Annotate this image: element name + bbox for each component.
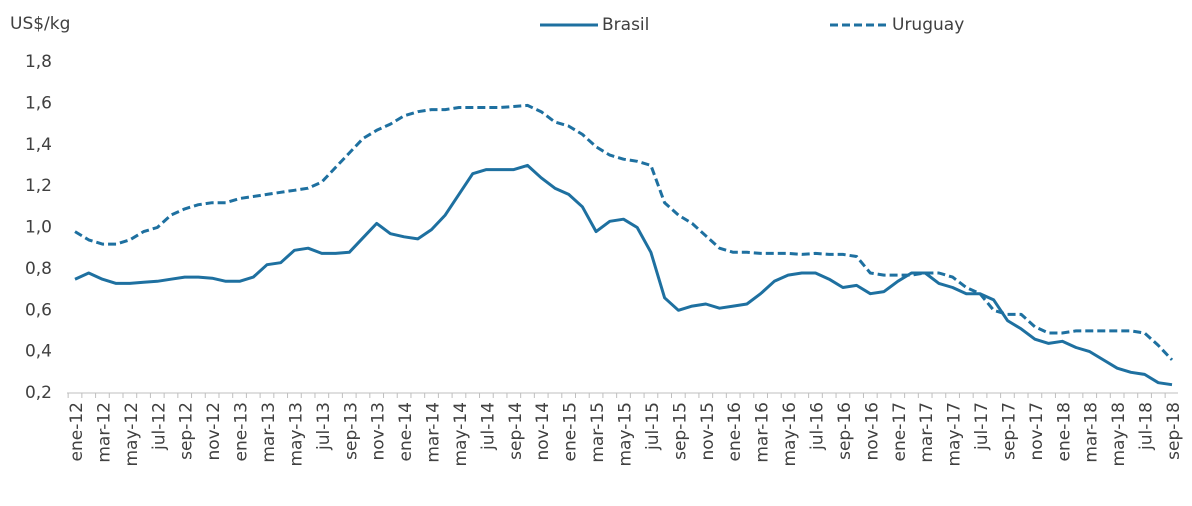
x-tick-label: jul-14 [478,402,498,451]
x-tick-label: ene-15 [561,402,581,461]
x-tick-label: ene-14 [396,402,416,461]
x-tick-label: mar-15 [588,402,608,463]
x-tick-label: mar-13 [259,402,279,463]
x-tick-label: mar-12 [94,402,114,463]
y-tick-label: 0,4 [25,342,52,362]
y-tick-label: 1,8 [25,52,52,72]
x-tick-label: sep-18 [1164,402,1184,460]
x-tick-label: nov-15 [698,402,718,461]
legend-label: Uruguay [892,15,964,35]
x-tick-label: ene-12 [67,402,87,461]
y-axis-label: US$/kg [10,14,70,34]
y-tick-label: 1,4 [25,135,52,155]
y-tick-label: 0,6 [25,300,52,320]
x-tick-label: sep-14 [506,402,526,460]
x-tick-label: may-17 [945,402,965,467]
y-tick-label: 1,2 [25,176,52,196]
x-tick-label: may-14 [451,402,471,467]
series-line [74,163,1173,387]
x-tick-label: jul-15 [643,402,663,451]
x-tick-label: mar-17 [917,402,937,463]
x-tick-label: nov-17 [1027,402,1047,461]
legend-label: Brasil [602,15,649,35]
x-tick-label: sep-13 [341,402,361,460]
x-tick-label: sep-15 [670,402,690,460]
x-tick-label: nov-16 [862,402,882,461]
x-tick-label: may-16 [780,402,800,467]
x-tick-label: mar-16 [753,402,773,463]
x-tick-label: jul-13 [314,402,334,451]
y-tick-label: 1,6 [25,93,52,113]
x-tick-label: ene-18 [1054,402,1074,461]
x-tick-label: may-13 [286,402,306,467]
y-tick-label: 1,0 [25,218,52,238]
x-tick-label: ene-13 [232,402,252,461]
x-tick-label: sep-12 [177,402,197,460]
x-tick-label: mar-18 [1082,402,1102,463]
x-tick-label: sep-16 [835,402,855,460]
x-tick-label: ene-16 [725,402,745,461]
x-tick-label: may-18 [1109,402,1129,467]
y-tick-label: 0,2 [25,383,52,403]
x-tick-label: may-12 [122,402,142,467]
x-tick-label: nov-13 [369,402,389,461]
x-tick-label: jul-16 [807,402,827,451]
x-tick-label: nov-12 [204,402,224,461]
x-tick-label: jul-17 [972,402,992,451]
x-tick-label: may-15 [616,402,636,467]
x-tick-label: jul-12 [149,402,169,451]
x-tick-label: sep-17 [999,402,1019,460]
x-tick-label: nov-14 [533,402,553,461]
x-tick-label: mar-14 [424,402,444,463]
x-tick-label: jul-18 [1137,402,1157,451]
x-tick-label: ene-17 [890,402,910,461]
series-line [74,103,1174,361]
y-tick-label: 0,8 [25,259,52,279]
